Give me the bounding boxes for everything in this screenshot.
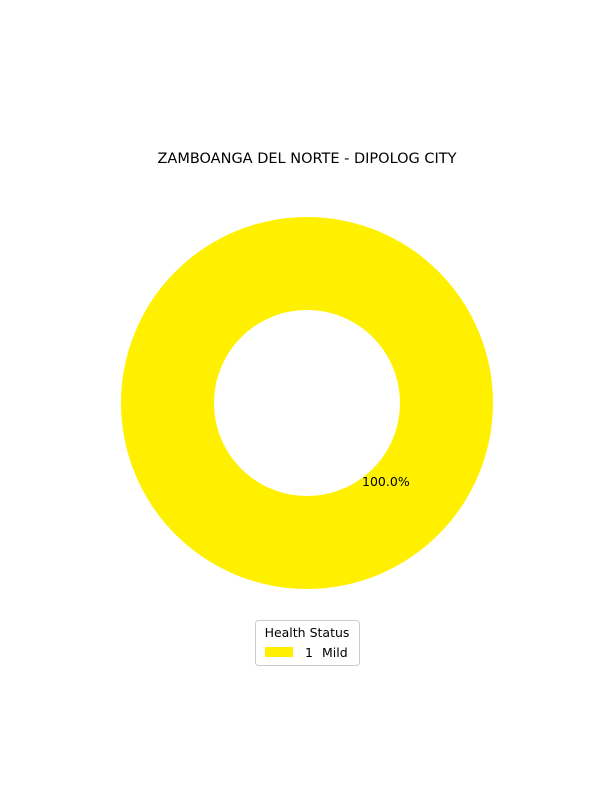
legend-label: Mild bbox=[322, 645, 348, 660]
legend-count: 1 bbox=[305, 645, 313, 660]
legend-entries: 1 Mild bbox=[265, 645, 348, 660]
chart-legend: Health Status 1 Mild bbox=[255, 620, 360, 666]
donut-slice-mild bbox=[121, 217, 493, 589]
legend-swatch bbox=[265, 647, 293, 657]
chart-title: ZAMBOANGA DEL NORTE - DIPOLOG CITY bbox=[157, 151, 456, 167]
legend-title: Health Status bbox=[265, 625, 350, 640]
slice-percent-label: 100.0% bbox=[362, 474, 410, 489]
donut-slices bbox=[121, 217, 493, 589]
slice-labels: 100.0% bbox=[362, 474, 410, 489]
